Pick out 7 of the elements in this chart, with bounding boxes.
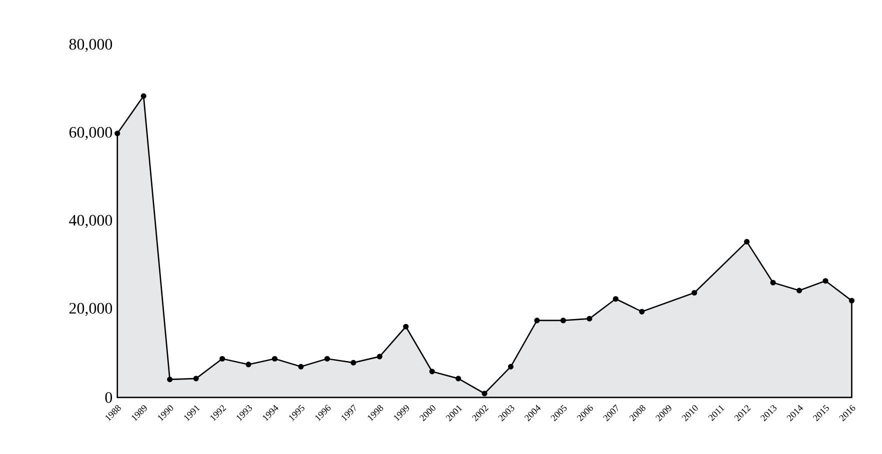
- x-tick-label: 2011: [708, 405, 725, 422]
- y-tick-label: 60,000: [69, 126, 112, 140]
- y-tick-label: 80,000: [69, 38, 112, 52]
- x-tick-label: 1991: [184, 405, 200, 421]
- y-tick-label: 40,000: [69, 214, 112, 228]
- y-tick-label: 20,000: [69, 302, 112, 316]
- y-tick-label: 0: [105, 392, 112, 403]
